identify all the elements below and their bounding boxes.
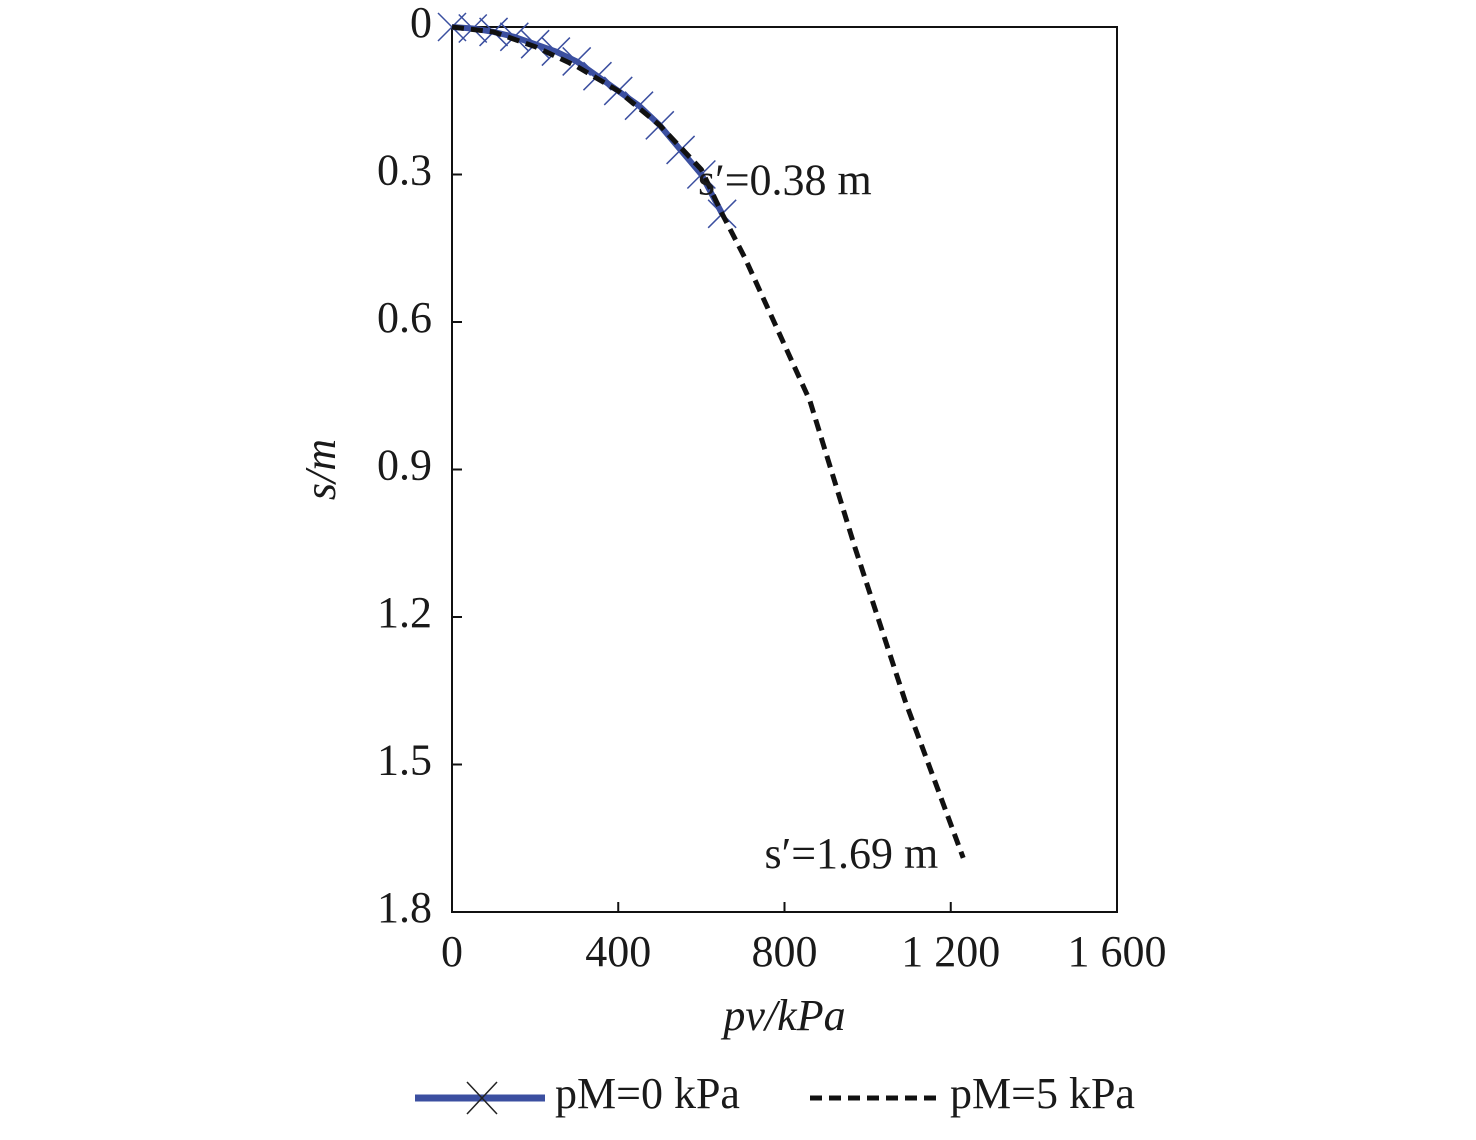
legend-label: pM=0 kPa xyxy=(555,1069,740,1118)
y-tick-label: 0.3 xyxy=(377,146,432,195)
y-tick-label: 0 xyxy=(410,0,432,47)
legend-marker xyxy=(466,1081,498,1115)
y-tick-label: 1.5 xyxy=(377,736,432,785)
x-axis-label: pv/kPa xyxy=(720,991,845,1040)
x-tick-label: 1 200 xyxy=(901,927,1000,976)
series-line xyxy=(451,24,725,216)
y-axis-label: s/m xyxy=(296,439,345,500)
annotation: s′=1.69 m xyxy=(764,829,938,878)
y-tick-label: 1.2 xyxy=(377,588,432,637)
y-tick-label: 0.9 xyxy=(377,441,432,490)
y-tick-label: 1.8 xyxy=(377,883,432,932)
x-tick-label: 0 xyxy=(441,927,463,976)
x-tick-label: 1 600 xyxy=(1068,927,1167,976)
x-tick-label: 800 xyxy=(752,927,818,976)
y-tick-label: 0.6 xyxy=(377,293,432,342)
legend-label: pM=5 kPa xyxy=(950,1069,1135,1118)
annotation: s′=0.38 m xyxy=(698,155,872,204)
series-line xyxy=(451,24,966,859)
x-tick-label: 400 xyxy=(585,927,651,976)
